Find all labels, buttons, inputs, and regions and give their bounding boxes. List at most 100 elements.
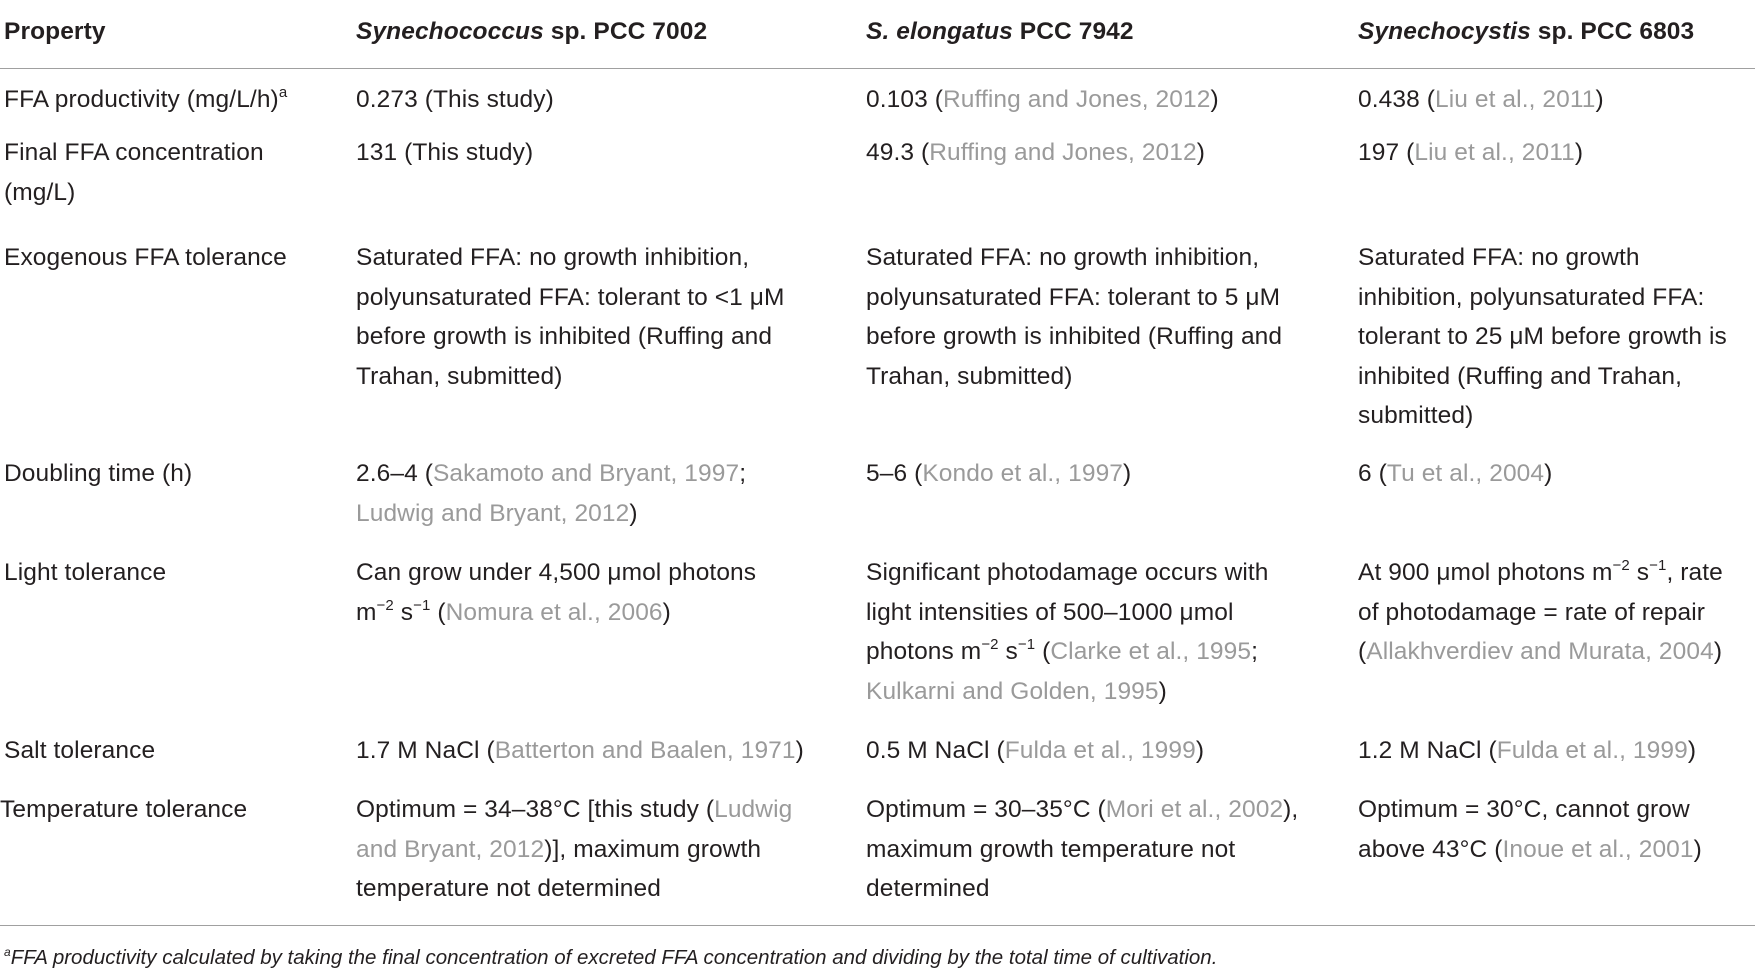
- citation-link[interactable]: Sakamoto and Bryant, 1997: [432, 460, 740, 487]
- value-text: At 900 μmol photons m: [1358, 559, 1613, 586]
- value-text: 6 (: [1358, 460, 1387, 487]
- value-pcc7942: Optimum = 30–35°C (Mori et al., 2002), m…: [866, 790, 1306, 909]
- value-text: Can grow under 4,500 μmol photons m: [356, 559, 757, 626]
- header-pcc7002-strain: sp. PCC 7002: [543, 18, 708, 45]
- citation-link[interactable]: Inoue et al., 2001: [1502, 835, 1694, 863]
- value-text: ): [1158, 677, 1167, 705]
- value-text: 0.103 (: [866, 86, 943, 113]
- value-pcc7002: 1.7 M NaCl (Batterton and Baalen, 1971): [356, 731, 836, 771]
- header-property-label: Property: [4, 18, 106, 45]
- value-text: ): [1574, 139, 1584, 166]
- value-text: , rate of photodamage = rate of repair (: [1358, 559, 1723, 665]
- table-footnote: aFFA productivity calculated by taking t…: [4, 946, 1217, 970]
- value-text: 197 (: [1358, 139, 1415, 166]
- header-pcc7002-genus: Synechococcus: [356, 18, 544, 45]
- value-text: ): [1687, 737, 1697, 764]
- value-text: ;: [739, 460, 747, 487]
- header-pcc6803-strain: sp. PCC 6803: [1530, 18, 1695, 45]
- value-text: Saturated FFA: no growth inhibition, pol…: [1358, 244, 1727, 429]
- value-text: 131 (This study): [356, 139, 534, 166]
- property-text: Temperature tolerance: [0, 796, 248, 823]
- citation-link[interactable]: Ludwig and Bryant, 2012: [356, 796, 793, 863]
- value-text: s: [998, 638, 1018, 665]
- value-pcc6803: 197 (Liu et al., 2011): [1358, 133, 1753, 173]
- value-pcc7942: 0.5 M NaCl (Fulda et al., 1999): [866, 731, 1336, 771]
- header-pcc7942-genus: S. elongatus: [866, 18, 1013, 45]
- value-text: ): [1595, 86, 1604, 113]
- value-text: ;: [1251, 638, 1259, 665]
- footnote-text: FFA productivity calculated by taking th…: [10, 946, 1218, 969]
- property-text: Exogenous FFA tolerance: [4, 244, 287, 271]
- value-text: 2.6–4 (: [356, 460, 433, 487]
- value-text: ): [662, 598, 671, 626]
- bottom-rule: [0, 925, 1755, 926]
- property-text: Final FFA concentration (mg/L): [4, 139, 264, 206]
- citation-link[interactable]: Ruffing and Jones, 2012: [929, 139, 1197, 166]
- value-text: ): [1713, 638, 1723, 665]
- property-label: Doubling time (h): [4, 454, 334, 494]
- citation-link[interactable]: Fulda et al., 1999: [1496, 737, 1688, 764]
- exponent: −1: [413, 596, 431, 614]
- value-text: 0.5 M NaCl (: [866, 737, 1005, 764]
- citation-link[interactable]: Kulkarni and Golden, 1995: [866, 677, 1159, 705]
- property-label: Exogenous FFA tolerance: [4, 238, 334, 278]
- value-pcc6803: At 900 μmol photons m−2 s−1, rate of pho…: [1358, 553, 1750, 672]
- property-text: Light tolerance: [4, 559, 167, 586]
- value-text: 5–6 (: [866, 460, 923, 487]
- citation-link[interactable]: Ludwig and Bryant, 2012: [356, 499, 630, 527]
- citation-link[interactable]: Tu et al., 2004: [1386, 460, 1545, 487]
- property-text: Doubling time (h): [4, 460, 193, 487]
- value-pcc6803: 0.438 (Liu et al., 2011): [1358, 80, 1753, 120]
- value-text: 0.273 (This study): [356, 86, 554, 113]
- citation-link[interactable]: Batterton and Baalen, 1971: [494, 737, 796, 764]
- header-pcc6803-genus: Synechocystis: [1358, 18, 1531, 45]
- value-text: ): [1693, 835, 1702, 863]
- property-text: Salt tolerance: [4, 737, 156, 764]
- value-text: ): [1196, 139, 1205, 166]
- value-pcc7002: Optimum = 34–38°C [this study (Ludwig an…: [356, 790, 826, 909]
- value-text: Significant photodamage occurs with ligh…: [866, 559, 1269, 665]
- value-pcc7002: 2.6–4 (Sakamoto and Bryant, 1997; Ludwig…: [356, 454, 826, 533]
- value-pcc6803: Optimum = 30°C, cannot grow above 43°C (…: [1358, 790, 1750, 869]
- citation-link[interactable]: Liu et al., 2011: [1414, 139, 1575, 166]
- citation-link[interactable]: Mori et al., 2002: [1105, 796, 1284, 823]
- citation-link[interactable]: Allakhverdiev and Murata, 2004: [1366, 638, 1714, 665]
- citation-link[interactable]: Clarke et al., 1995: [1050, 638, 1252, 665]
- property-label: Final FFA concentration (mg/L): [4, 133, 304, 212]
- header-pcc7942: S. elongatus PCC 7942: [866, 12, 1336, 52]
- footnote-marker: a: [278, 84, 288, 101]
- value-text: Optimum = 30–35°C (: [866, 796, 1106, 823]
- property-label: FFA productivity (mg/L/h)a: [4, 80, 334, 120]
- footnote-marker: a: [4, 945, 11, 959]
- header-property: Property: [4, 12, 334, 52]
- citation-link[interactable]: Fulda et al., 1999: [1004, 737, 1196, 764]
- header-pcc7002: Synechococcus sp. PCC 7002: [356, 12, 836, 52]
- value-pcc7002: 0.273 (This study): [356, 80, 836, 120]
- exponent: −2: [1612, 557, 1630, 574]
- citation-link[interactable]: Kondo et al., 1997: [922, 460, 1124, 487]
- value-pcc6803: 6 (Tu et al., 2004): [1358, 454, 1753, 494]
- value-text: Optimum = 34–38°C [this study (: [356, 796, 715, 823]
- value-text: (: [430, 598, 446, 626]
- value-pcc7942: 5–6 (Kondo et al., 1997): [866, 454, 1336, 494]
- value-text: 0.438 (: [1358, 86, 1435, 113]
- value-pcc7002: Can grow under 4,500 μmol photons m−2 s−…: [356, 553, 796, 632]
- value-text: 1.2 M NaCl (: [1358, 737, 1497, 764]
- citation-link[interactable]: Nomura et al., 2006: [445, 598, 663, 626]
- value-pcc7942: Significant photodamage occurs with ligh…: [866, 553, 1306, 711]
- value-text: Optimum = 30°C, cannot grow above 43°C (: [1358, 796, 1690, 863]
- value-text: (: [1035, 638, 1051, 665]
- exponent: −2: [376, 596, 394, 614]
- citation-link[interactable]: Liu et al., 2011: [1434, 86, 1596, 113]
- header-rule: [0, 68, 1755, 69]
- citation-link[interactable]: Ruffing and Jones, 2012: [942, 86, 1211, 113]
- header-pcc6803: Synechocystis sp. PCC 6803: [1358, 12, 1753, 52]
- value-pcc7002: Saturated FFA: no growth inhibition, pol…: [356, 238, 826, 396]
- value-pcc7942: Saturated FFA: no growth inhibition, pol…: [866, 238, 1316, 396]
- value-pcc7002: 131 (This study): [356, 133, 836, 173]
- property-label: Temperature tolerance: [0, 790, 330, 830]
- property-text: FFA productivity (mg/L/h): [4, 86, 279, 113]
- value-pcc7942: 49.3 (Ruffing and Jones, 2012): [866, 133, 1336, 173]
- value-text: Saturated FFA: no growth inhibition, pol…: [866, 244, 1283, 390]
- value-pcc7942: 0.103 (Ruffing and Jones, 2012): [866, 80, 1336, 120]
